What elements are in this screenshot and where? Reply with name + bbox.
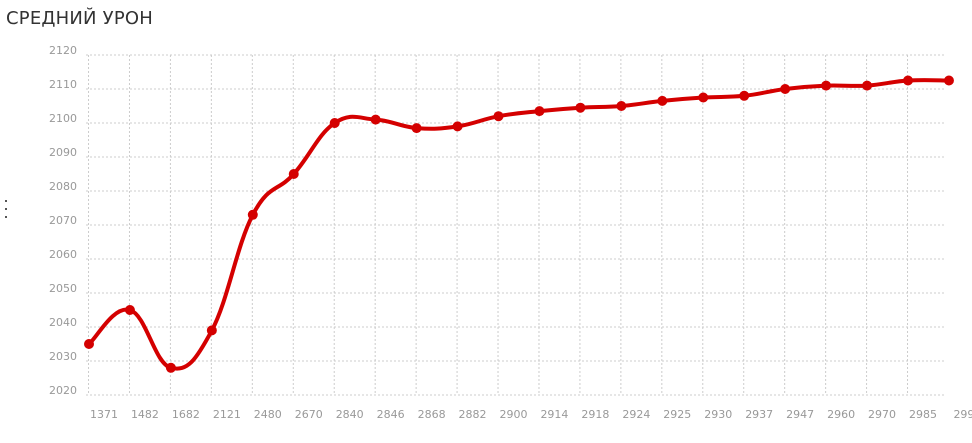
x-tick-label: 2121 — [213, 408, 241, 421]
x-tick-label: 1682 — [172, 408, 200, 421]
x-tick-label: 2937 — [745, 408, 773, 421]
x-tick-label: 2960 — [827, 408, 855, 421]
data-point[interactable] — [370, 114, 381, 125]
chart-title: СРЕДНИЙ УРОН — [6, 8, 153, 29]
data-point[interactable] — [288, 169, 299, 179]
data-point[interactable] — [698, 92, 709, 103]
data-point[interactable] — [657, 95, 668, 106]
y-tick-label: 2030 — [49, 350, 77, 363]
x-tick-label: 2882 — [459, 408, 487, 421]
grid-lines — [86, 54, 944, 396]
data-point[interactable] — [411, 123, 422, 134]
side-marks — [5, 200, 9, 224]
x-tick-label: 2670 — [295, 408, 323, 421]
x-tick-label: 2480 — [254, 408, 282, 421]
x-tick-label: 2846 — [377, 408, 405, 421]
data-point[interactable] — [780, 84, 791, 94]
y-tick-label: 2090 — [49, 146, 77, 159]
data-points — [84, 75, 954, 373]
data-point[interactable] — [862, 80, 873, 91]
x-tick-label: 2868 — [418, 408, 446, 421]
x-tick-label: 2970 — [868, 408, 896, 421]
x-tick-label: 1371 — [90, 408, 118, 421]
y-tick-label: 2110 — [49, 78, 77, 91]
data-point[interactable] — [329, 118, 340, 128]
x-tick-label: 2900 — [500, 408, 528, 421]
data-point[interactable] — [903, 75, 913, 86]
x-tick-label: 2947 — [786, 408, 814, 421]
x-tick-label: 2930 — [704, 408, 732, 421]
x-tick-label: 2840 — [336, 408, 364, 421]
y-tick-label: 2050 — [49, 282, 77, 295]
x-tick-label: 2985 — [909, 408, 937, 421]
data-point[interactable] — [534, 106, 545, 117]
y-tick-label: 2080 — [49, 180, 77, 193]
x-tick-label: 2924 — [622, 408, 650, 421]
data-point[interactable] — [821, 80, 832, 91]
x-tick-label: 1482 — [131, 408, 159, 421]
data-point[interactable] — [206, 325, 217, 336]
y-tick-label: 2020 — [49, 384, 77, 397]
data-point[interactable] — [84, 339, 94, 349]
x-tick-label: 2918 — [581, 408, 609, 421]
y-tick-label: 2060 — [49, 248, 77, 261]
data-point[interactable] — [616, 101, 627, 111]
data-point[interactable] — [575, 102, 586, 113]
y-tick-label: 2100 — [49, 112, 77, 125]
x-tick-label: 2925 — [663, 408, 691, 421]
data-point[interactable] — [165, 362, 176, 373]
data-point[interactable] — [943, 75, 954, 86]
data-point[interactable] — [739, 90, 750, 101]
y-tick-label: 2040 — [49, 316, 77, 329]
x-tick-label: 299 — [953, 408, 972, 421]
data-point[interactable] — [247, 209, 258, 220]
y-tick-label: 2070 — [49, 214, 77, 227]
data-point[interactable] — [452, 121, 463, 132]
x-tick-label: 2914 — [540, 408, 568, 421]
data-point[interactable] — [124, 305, 135, 315]
y-tick-label: 2120 — [49, 44, 77, 57]
y-axis-ticks: 2120 2110 2100 2090 2080 2070 2060 2050 2040 2030… — [49, 44, 77, 397]
data-point[interactable] — [493, 111, 504, 122]
x-axis-ticks: 1371 1482 1682 2121 2480 2670 2840 2846 2868 2882… — [90, 408, 972, 421]
